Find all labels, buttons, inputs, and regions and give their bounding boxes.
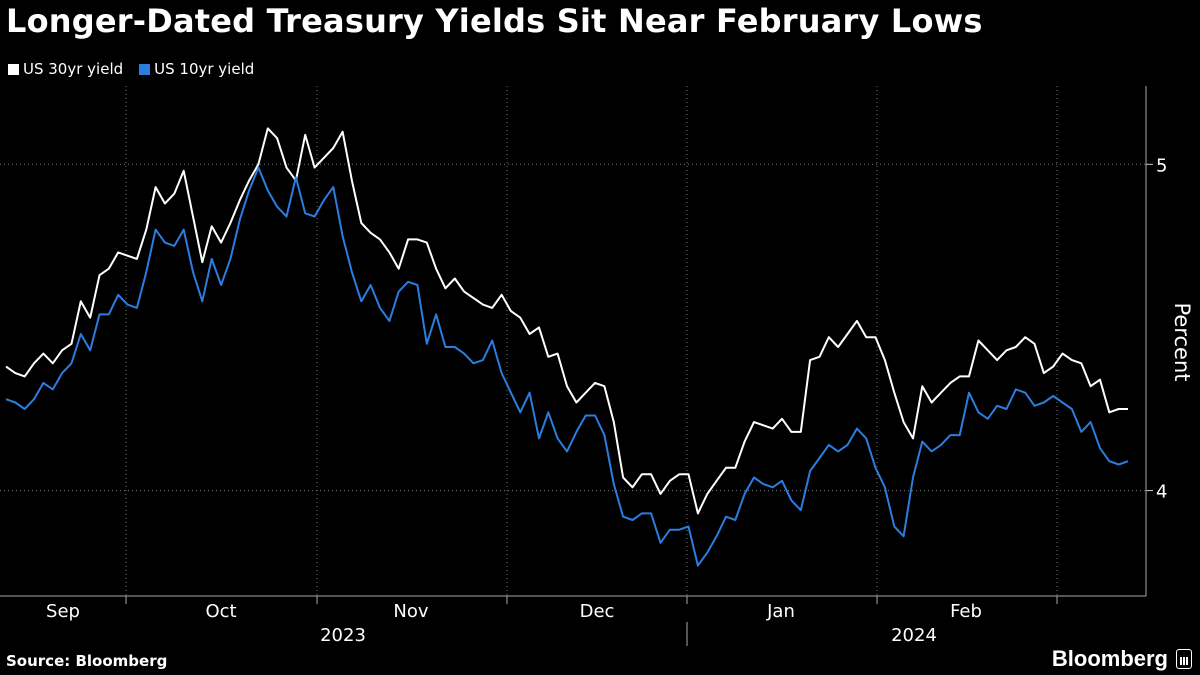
y-axis-title: Percent xyxy=(1170,302,1194,381)
x-tick-label: Dec xyxy=(580,601,615,622)
terminal-icon xyxy=(1176,649,1192,669)
x-tick-label: Oct xyxy=(205,601,236,622)
series-layer xyxy=(5,127,1129,567)
y-tick-label: 5 xyxy=(1156,155,1167,176)
series-line-us10 xyxy=(5,166,1129,567)
legend-label-us30: US 30yr yield xyxy=(23,60,124,78)
series-line-us30 xyxy=(5,127,1128,515)
year-label: 2023 xyxy=(320,625,366,646)
legend-item-us30[interactable]: US 30yr yield xyxy=(8,60,123,78)
legend-swatch-us10 xyxy=(139,63,151,75)
x-tick-label: Jan xyxy=(766,601,795,622)
legend: US 30yr yield US 10yr yield xyxy=(8,60,254,78)
legend-item-us10[interactable]: US 10yr yield xyxy=(139,60,254,78)
source-note: Source: Bloomberg xyxy=(6,652,168,670)
brand-name: Bloomberg xyxy=(1051,646,1168,671)
x-tick-label: Sep xyxy=(46,601,80,622)
legend-label-us10: US 10yr yield xyxy=(154,60,255,78)
legend-swatch-us30 xyxy=(8,63,19,75)
brand-logo: Bloomberg xyxy=(1052,646,1192,672)
x-tick-label: Feb xyxy=(950,601,982,622)
grid-layer xyxy=(0,86,1146,598)
chart-title: Longer-Dated Treasury Yields Sit Near Fe… xyxy=(6,2,983,40)
y-tick-label: 4 xyxy=(1156,482,1167,503)
axis-layer: 4 5 Sep Oct Nov Dec Jan Feb 2023 2024 Percent xyxy=(0,86,1194,646)
year-label: 2024 xyxy=(891,625,937,646)
x-tick-label: Nov xyxy=(393,601,428,622)
